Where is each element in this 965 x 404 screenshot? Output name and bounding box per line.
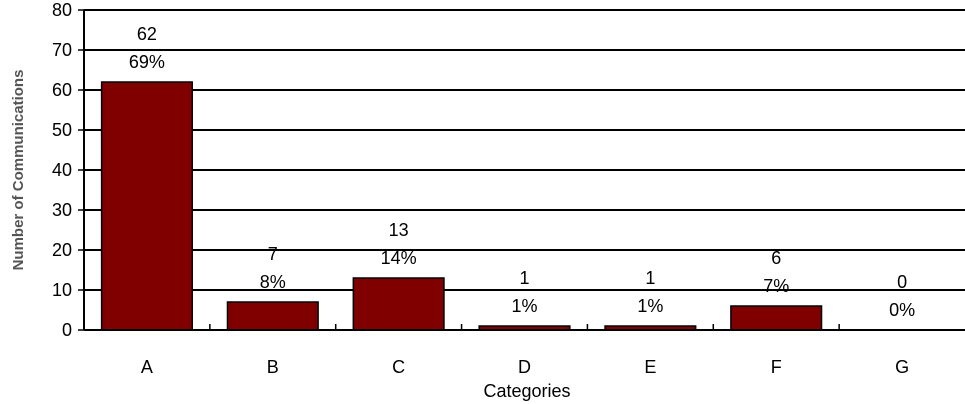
data-label-percent: 1% (637, 296, 663, 316)
y-tick-label: 10 (52, 280, 72, 300)
x-tick-label: C (392, 357, 405, 377)
y-axis-title: Number of Communications (10, 70, 27, 271)
y-tick-label: 60 (52, 80, 72, 100)
data-label-percent: 14% (381, 248, 417, 268)
x-tick-label: B (267, 357, 279, 377)
x-tick-labels: A B C D E F G (141, 357, 909, 377)
data-label-value: 7 (268, 244, 278, 264)
y-tick-label: 20 (52, 240, 72, 260)
y-tick-label: 30 (52, 200, 72, 220)
bar (100, 81, 193, 331)
x-tick-label: F (771, 357, 782, 377)
x-tick-label: E (644, 357, 656, 377)
bars (100, 81, 823, 331)
data-label-percent: 69% (129, 52, 165, 72)
data-labels: 62 69% 7 8% 13 14% 1 1% 1 1% 6 7% 0 0% (129, 24, 915, 320)
data-label-value: 6 (771, 248, 781, 268)
data-label-percent: 0% (889, 300, 915, 320)
y-tick-labels: 0 10 20 30 40 50 60 70 80 (52, 0, 72, 340)
gridlines (84, 9, 965, 291)
data-label-percent: 1% (511, 296, 537, 316)
data-label-value: 1 (645, 268, 655, 288)
bar (730, 305, 823, 331)
data-label-percent: 7% (763, 276, 789, 296)
data-label-percent: 8% (260, 272, 286, 292)
x-tick-label: D (518, 357, 531, 377)
x-tick-label: G (895, 357, 909, 377)
data-label-value: 1 (519, 268, 529, 288)
y-tick-label: 70 (52, 40, 72, 60)
axes (78, 9, 965, 331)
y-tick-label: 50 (52, 120, 72, 140)
data-label-value: 13 (389, 220, 409, 240)
y-tick-label: 40 (52, 160, 72, 180)
data-label-value: 0 (897, 272, 907, 292)
x-axis-title: Categories (483, 381, 570, 401)
x-tick-label: A (141, 357, 153, 377)
bar (226, 301, 319, 331)
y-tick-label: 0 (62, 320, 72, 340)
bar (352, 277, 445, 331)
y-tick-label: 80 (52, 0, 72, 20)
data-label-value: 62 (137, 24, 157, 44)
